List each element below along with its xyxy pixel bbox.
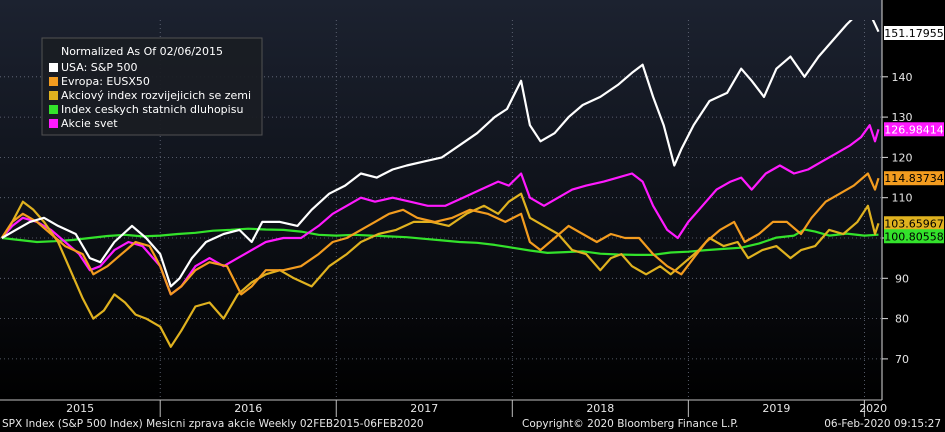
x-tick-label: 2015 <box>66 402 94 415</box>
legend-entry: Index ceskych statnich dluhopisu <box>61 103 243 116</box>
footer-timestamp: 06-Feb-2020 09:15:27 <box>824 418 941 430</box>
legend-swatch <box>49 77 58 86</box>
last-value-label: 100.80558 <box>884 230 944 243</box>
y-tick-label: 110 <box>892 192 913 205</box>
last-value-badge <box>884 171 944 186</box>
footer-source: SPX Index (S&P 500 Index) Mesicni zprava… <box>2 418 424 430</box>
series-line <box>0 124 880 296</box>
legend-entry: Akcie svet <box>61 117 118 130</box>
legend-entry: Akciový index rozvijejicich se zemi <box>61 89 251 102</box>
legend-swatch <box>49 105 58 114</box>
x-tick-label: 2017 <box>410 402 438 415</box>
series-lines <box>0 20 880 348</box>
footer-copyright: Copyright© 2020 Bloomberg Finance L.P. <box>522 418 739 430</box>
last-value-label: 151.17955 <box>884 27 944 40</box>
series-line <box>1 20 880 288</box>
x-tick-label: 2018 <box>586 402 614 415</box>
y-tick-label: 90 <box>895 272 909 285</box>
legend-title: Normalized As Of 02/06/2015 <box>61 45 223 58</box>
series-line <box>0 172 880 296</box>
legend-swatch <box>49 63 58 72</box>
last-value-label: 103.65967 <box>884 217 944 230</box>
legend-box <box>41 37 263 136</box>
series-line <box>0 192 880 348</box>
y-tick-label: 140 <box>892 71 913 84</box>
last-value-badge <box>884 26 944 40</box>
x-axis: 2015 2016 2017 2018 2019 2020 <box>0 399 887 417</box>
last-value-labels: 151.17955 126.98414 114.83734 103.65967100.… <box>884 26 944 244</box>
y-tick-label: 70 <box>895 353 909 366</box>
y-axis: 708090100110120130140 <box>881 0 913 400</box>
last-value-badge <box>884 229 944 244</box>
x-tick-label: 2016 <box>234 402 262 415</box>
legend-swatch <box>49 119 58 128</box>
legend-swatch <box>49 91 58 100</box>
last-value-badge <box>884 216 944 231</box>
x-tick-label: 2020 <box>859 402 887 415</box>
y-tick-label: 120 <box>892 151 913 164</box>
footer: SPX Index (S&P 500 Index) Mesicni zprava… <box>0 417 945 432</box>
x-tick-label: 2019 <box>762 402 790 415</box>
last-value-label: 126.98414 <box>884 123 944 136</box>
legend-entry: Evropa: EUSX50 <box>61 75 150 88</box>
y-tick-label: 80 <box>895 313 909 326</box>
legend-entry: USA: S&P 500 <box>61 61 137 74</box>
last-value-badge <box>884 122 944 137</box>
last-value-label: 114.83734 <box>884 172 944 185</box>
series-line <box>1 227 879 256</box>
y-tick-label: 130 <box>892 111 913 124</box>
legend: Normalized As Of 02/06/2015 USA: S&P 500E… <box>41 37 263 136</box>
